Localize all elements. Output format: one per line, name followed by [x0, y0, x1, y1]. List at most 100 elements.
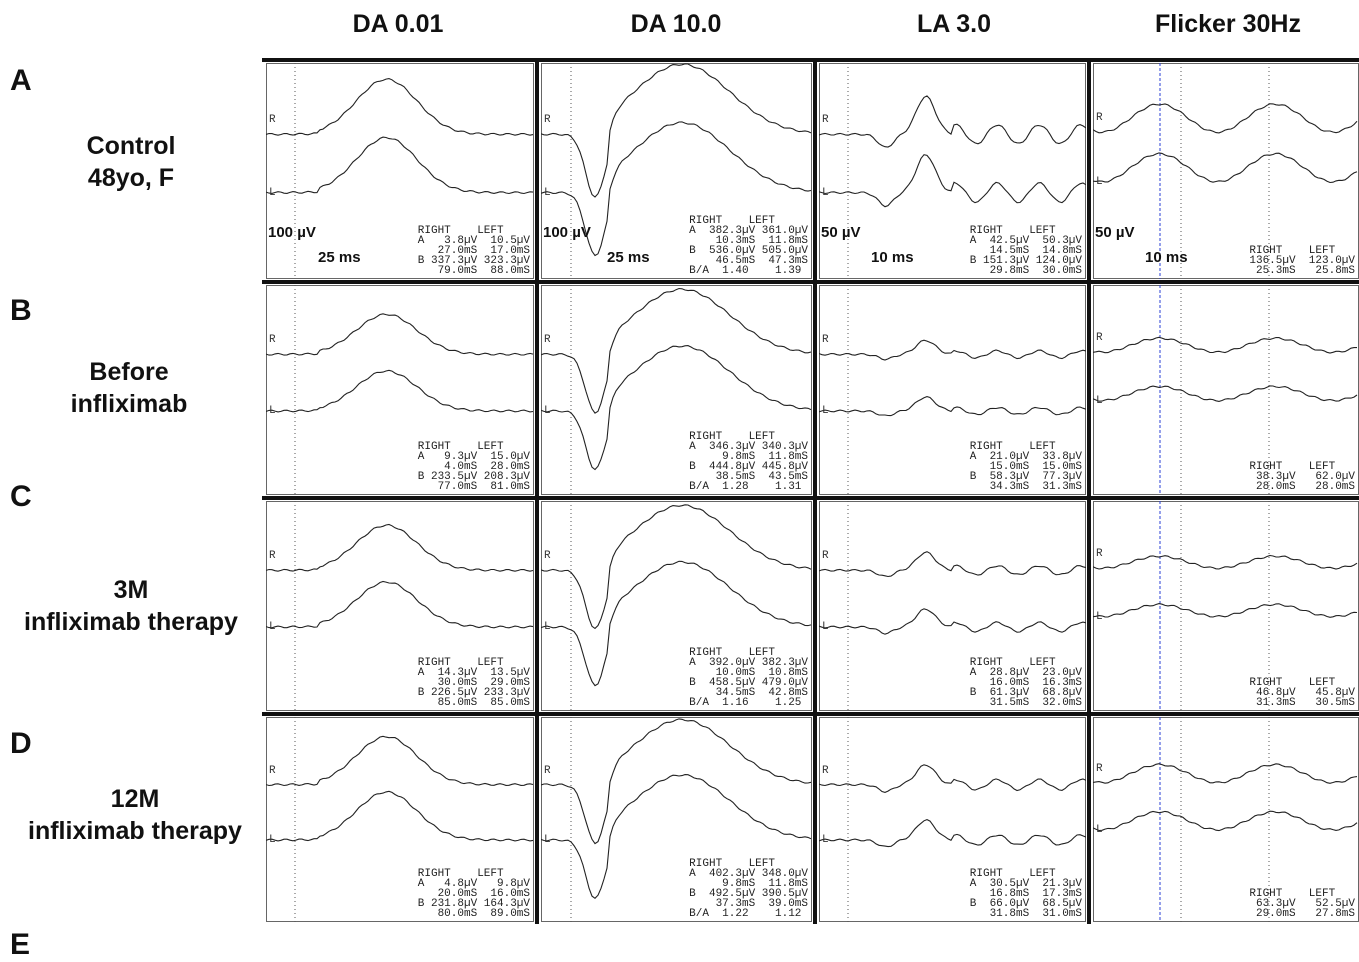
right-trace-label: R — [822, 764, 829, 777]
measurement-readout: RIGHT LEFT 136.5µV 123.0µV 25.3mS 25.8mS — [1249, 245, 1355, 277]
right-eye-trace — [266, 735, 534, 787]
time-scale-label: 25 ms — [318, 249, 361, 266]
measurement-readout: RIGHT LEFT A 9.3µV 15.0µV 4.0mS 28.0mS B… — [417, 441, 530, 493]
erg-panel-a-flicker: R L RIGHT LEFT 136.5µV 123.0µV 25.3mS 25.8… — [1093, 63, 1359, 279]
left-eye-trace — [541, 560, 812, 687]
right-eye-trace — [1093, 554, 1358, 570]
time-scale-label: 25 ms — [607, 249, 650, 266]
left-trace-label: L — [1096, 823, 1103, 836]
left-trace-label: L — [544, 621, 551, 633]
column-header-da001: DA 0.01 — [352, 10, 444, 38]
erg-traces — [819, 501, 1086, 711]
right-trace-label: R — [1096, 548, 1103, 561]
left-eye-trace — [1093, 385, 1358, 402]
measurement-readout: RIGHT LEFT A 28.8µV 23.0µV 16.0mS 16.3mS… — [969, 657, 1082, 709]
row-letter-e: E — [10, 928, 31, 961]
time-scale-label: 10 ms — [871, 249, 914, 266]
right-trace-label: R — [544, 334, 551, 347]
grid-top-line — [262, 58, 1359, 62]
erg-traces — [819, 717, 1086, 922]
right-trace-label: R — [544, 764, 551, 777]
left-trace-label: L — [822, 186, 829, 199]
row-label-c-line2: infliximab therapy — [24, 608, 238, 636]
right-trace-label: R — [1096, 332, 1103, 345]
erg-panel-c-la3: R L RIGHT LEFT A 28.8µV 23.0µV 16.0mS 16.3… — [819, 501, 1086, 711]
amplitude-scale-label: 50 µV — [821, 224, 861, 241]
right-eye-trace — [819, 339, 1086, 361]
erg-panel-a-da001: R L RIGHT LEFT A 3.8µV 10.5µV 27.0mS 17.0m… — [266, 63, 534, 279]
panel-frame — [266, 717, 534, 922]
row-label-b-line2: infliximab — [70, 390, 188, 418]
erg-traces — [266, 501, 534, 711]
erg-traces — [266, 285, 534, 495]
right-eye-trace — [541, 504, 812, 630]
measurement-readout: RIGHT LEFT 38.3µV 62.0µV 28.0mS 28.0mS — [1249, 461, 1355, 493]
right-trace-label: R — [544, 114, 551, 127]
row-label-a: Control 48yo, F — [0, 130, 262, 194]
erg-panel-a-la3: R L RIGHT LEFT A 42.5µV 50.3µV 14.5mS 14.8… — [819, 63, 1086, 279]
right-eye-trace — [541, 718, 812, 845]
grid-col-divider-1 — [535, 58, 539, 924]
right-trace-label: R — [544, 550, 551, 563]
left-eye-trace — [266, 369, 534, 413]
row-label-b-line1: Before — [89, 358, 169, 386]
left-eye-trace — [1093, 603, 1358, 618]
measurement-readout: RIGHT LEFT A 3.8µV 10.5µV 27.0mS 17.0mS … — [417, 225, 530, 277]
left-eye-trace — [266, 790, 534, 842]
right-eye-trace — [819, 551, 1086, 578]
right-eye-trace — [541, 287, 812, 414]
grid-col-divider-3 — [1087, 58, 1091, 924]
panel-frame — [819, 285, 1086, 495]
panel-frame — [266, 285, 534, 495]
left-eye-trace — [266, 136, 534, 195]
measurement-readout: RIGHT LEFT A 382.3µV 361.0µV 10.3mS 11.8… — [689, 215, 808, 277]
row-letter-d: D — [10, 727, 32, 760]
column-header-flicker: Flicker 30Hz — [1155, 10, 1301, 38]
left-eye-trace — [819, 608, 1086, 635]
time-scale-label: 10 ms — [1145, 249, 1188, 266]
erg-traces — [819, 63, 1086, 279]
right-trace-label: R — [269, 114, 276, 127]
row-letter-c: C — [10, 480, 32, 513]
row-label-c: 3M infliximab therapy — [0, 574, 262, 638]
panel-frame — [541, 717, 812, 922]
erg-panel-d-da10: R L RIGHT LEFT A 402.3µV 348.0µV 9.8mS 11.… — [541, 717, 812, 922]
row-label-c-line1: 3M — [113, 576, 149, 604]
measurement-readout: RIGHT LEFT A 42.5µV 50.3µV 14.5mS 14.8mS… — [969, 225, 1082, 277]
left-trace-label: L — [269, 834, 276, 846]
right-eye-trace — [1093, 103, 1358, 134]
erg-panel-c-da001: R L RIGHT LEFT A 14.3µV 13.5µV 30.0mS 29.0… — [266, 501, 534, 711]
row-letter-b: B — [10, 294, 32, 327]
amplitude-scale-label: 100 µV — [543, 224, 591, 241]
erg-traces — [819, 285, 1086, 495]
right-eye-trace — [819, 764, 1086, 793]
right-eye-trace — [819, 95, 1086, 148]
erg-traces — [541, 285, 812, 495]
row-label-d-line1: 12M — [110, 785, 160, 813]
erg-panel-b-flicker: R L RIGHT LEFT 38.3µV 62.0µV 28.0mS 28.0mS — [1093, 285, 1359, 495]
erg-panel-d-da001: R L RIGHT LEFT A 4.8µV 9.8µV 20.0mS 16.0mS… — [266, 717, 534, 922]
left-trace-label: L — [822, 621, 829, 633]
right-eye-trace — [266, 78, 534, 136]
erg-panel-a-da10: R L RIGHT LEFT A 382.3µV 361.0µV 10.3mS 11… — [541, 63, 812, 279]
measurement-readout: RIGHT LEFT A 346.3µV 340.3µV 9.8mS 11.8m… — [689, 431, 808, 493]
erg-traces — [266, 63, 534, 279]
right-trace-label: R — [822, 550, 829, 563]
right-trace-label: R — [269, 550, 276, 563]
measurement-readout: RIGHT LEFT A 14.3µV 13.5µV 30.0mS 29.0mS… — [417, 657, 530, 709]
grid-row-divider-1 — [262, 280, 1359, 284]
row-label-b: Before infliximab — [0, 356, 260, 420]
erg-panel-b-da10: R L RIGHT LEFT A 346.3µV 340.3µV 9.8mS 11.… — [541, 285, 812, 495]
left-eye-trace — [541, 121, 812, 257]
left-eye-trace — [819, 396, 1086, 417]
left-trace-label: L — [544, 834, 551, 846]
left-trace-label: L — [822, 834, 829, 846]
left-trace-label: L — [1096, 175, 1103, 188]
left-trace-label: L — [269, 621, 276, 633]
erg-grid: R L RIGHT LEFT A 3.8µV 10.5µV 27.0mS 17.0m… — [262, 58, 1359, 924]
right-eye-trace — [266, 313, 534, 356]
left-eye-trace — [819, 154, 1086, 208]
panel-frame — [819, 717, 1086, 922]
right-eye-trace — [266, 523, 534, 572]
erg-panel-b-la3: R L RIGHT LEFT A 21.0µV 33.8µV 15.0mS 15.0… — [819, 285, 1086, 495]
